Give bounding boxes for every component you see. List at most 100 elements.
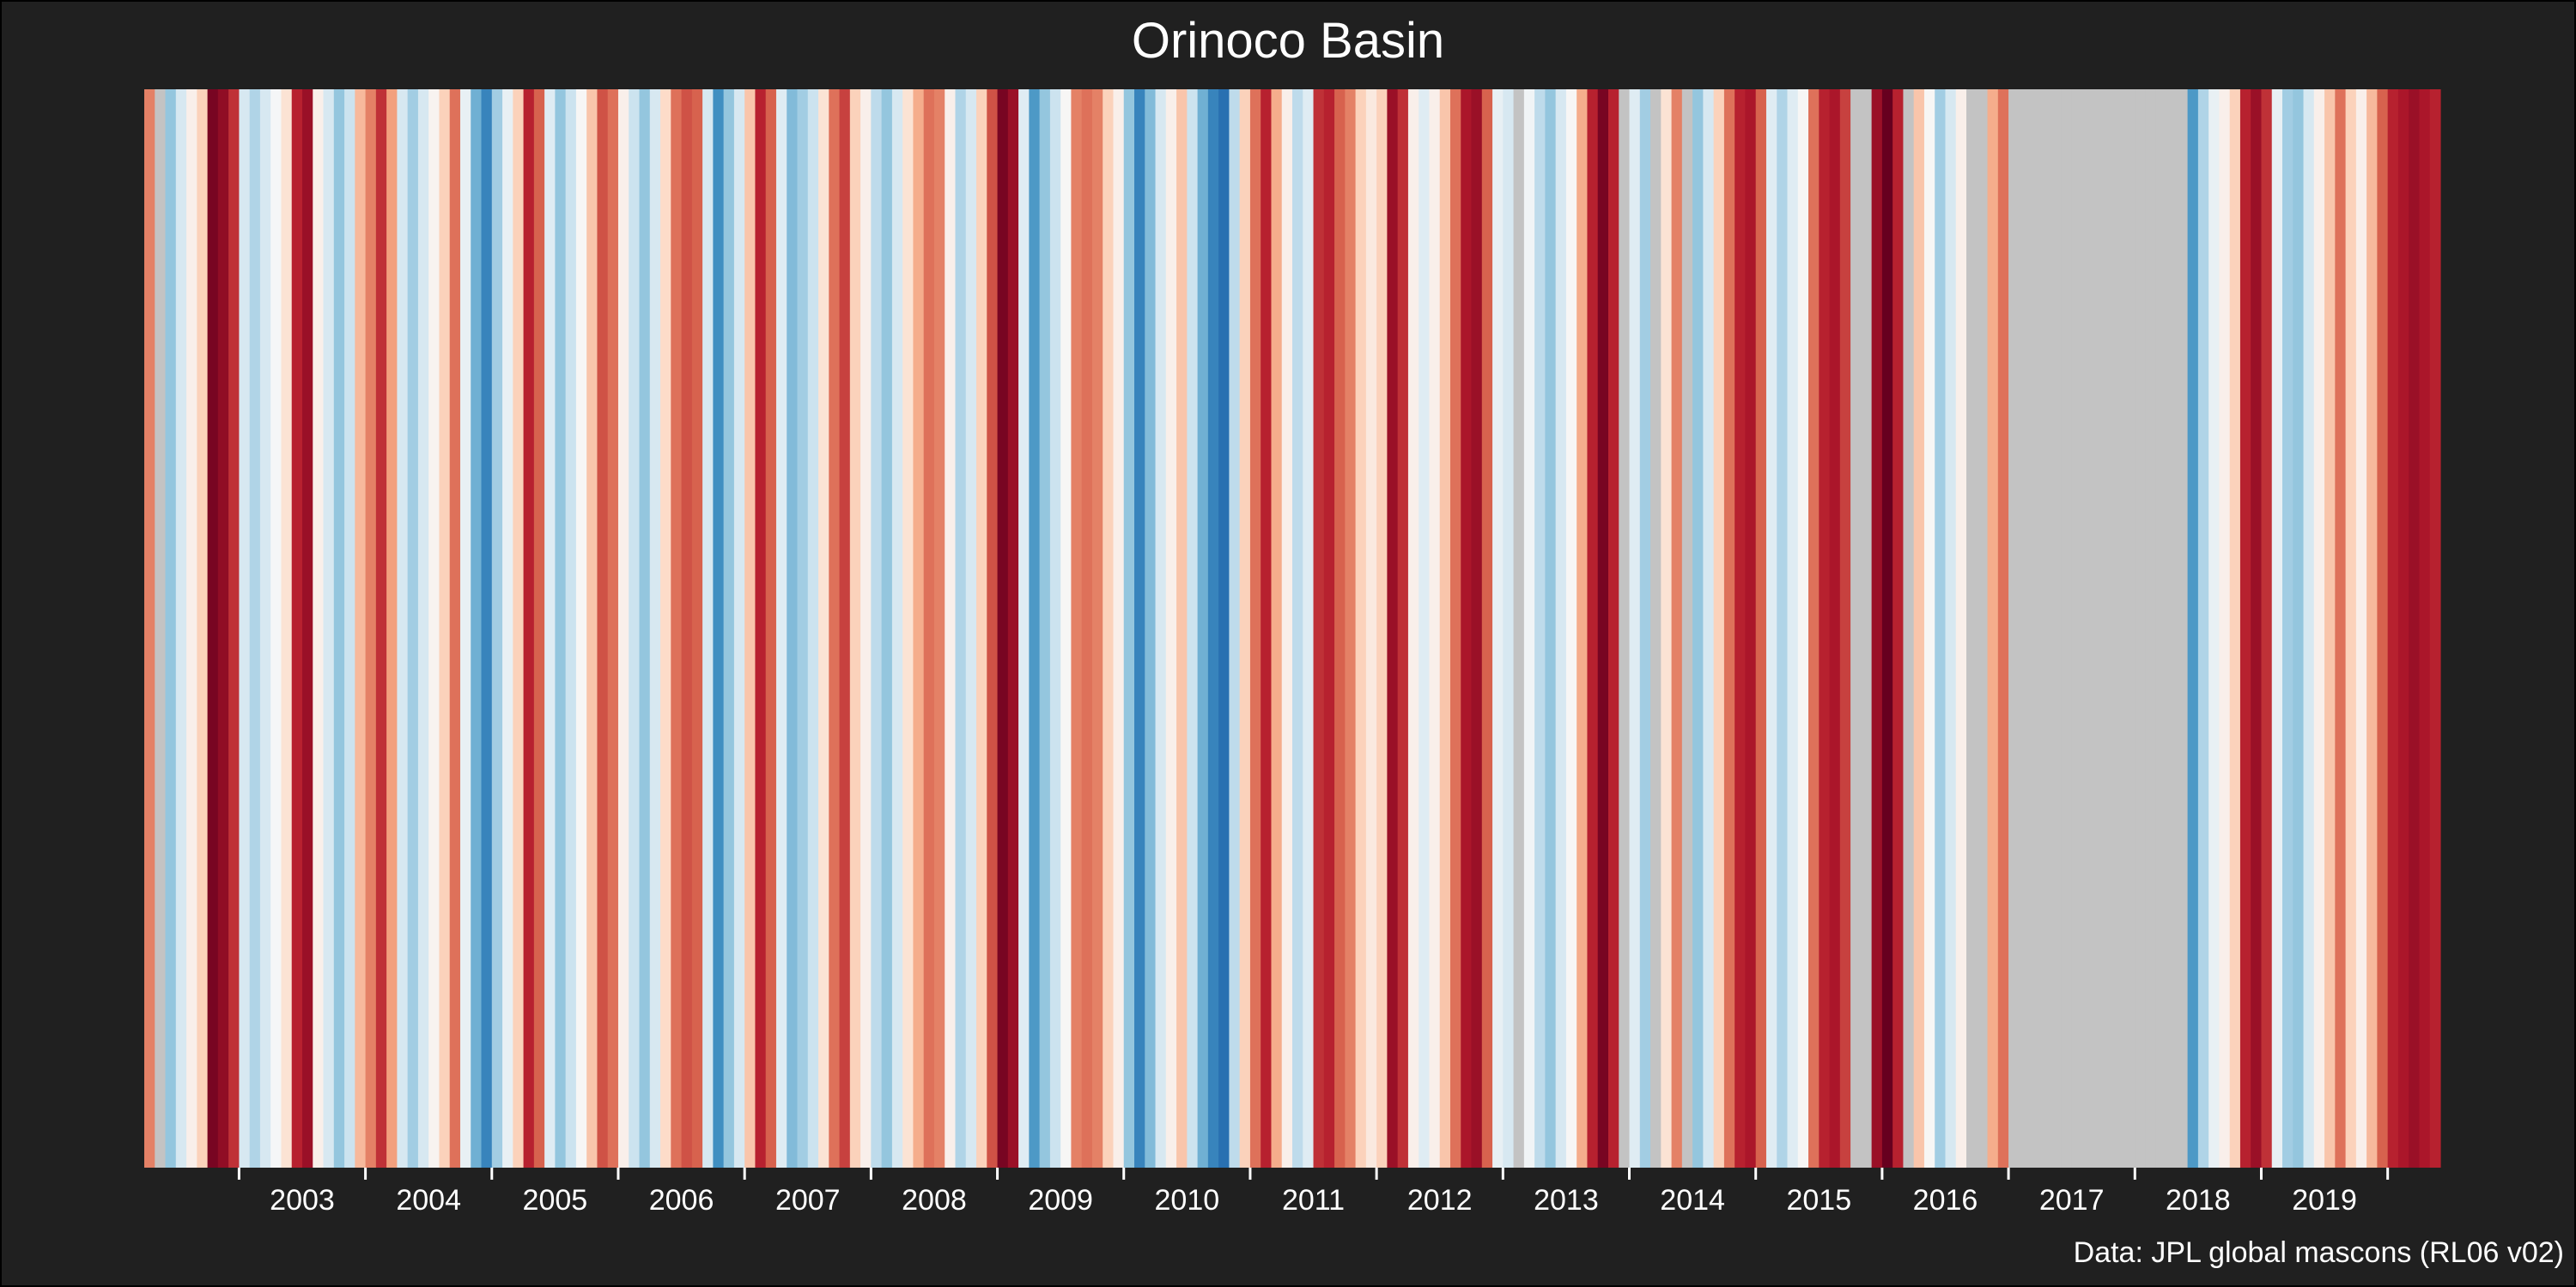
stripe-2018-09 (2219, 89, 2231, 1168)
stripe-2002-05 (155, 89, 167, 1168)
stripe-2003-11 (344, 89, 355, 1168)
stripe-2012-02 (1387, 89, 1399, 1168)
stripe-2018-10 (2229, 89, 2241, 1168)
stripe-2012-05 (1419, 89, 1431, 1168)
stripe-2017-03 (2029, 89, 2041, 1168)
stripe-2009-06 (1049, 89, 1061, 1168)
stripe-2010-06 (1176, 89, 1188, 1168)
stripe-2013-08 (1577, 89, 1589, 1168)
stripe-2011-04 (1281, 89, 1293, 1168)
stripe-2014-09 (1713, 89, 1725, 1168)
stripe-2011-07 (1313, 89, 1325, 1168)
stripe-2013-12 (1619, 89, 1631, 1168)
stripe-2011-09 (1334, 89, 1346, 1168)
stripe-2008-06 (923, 89, 935, 1168)
stripe-2009-10 (1091, 89, 1103, 1168)
stripe-2007-02 (755, 89, 767, 1168)
stripe-2018-02 (2145, 89, 2157, 1168)
x-axis: 2003 2004 2005 2006 2007 2008 2009 2010 2011 2012… (237, 1168, 2390, 1217)
stripe-2012-06 (1429, 89, 1441, 1168)
x-tick-label-2011: 2011 (1282, 1184, 1345, 1217)
stripe-2017-02 (2019, 89, 2031, 1168)
stripe-2004-06 (417, 89, 429, 1168)
stripe-2003-12 (355, 89, 367, 1168)
stripe-2020-04 (2419, 89, 2431, 1168)
stripe-2011-08 (1323, 89, 1335, 1168)
stripe-2014-08 (1703, 89, 1715, 1168)
stripe-2011-03 (1271, 89, 1283, 1168)
stripe-2016-01 (1881, 89, 1893, 1168)
stripe-2012-01 (1376, 89, 1388, 1168)
stripe-2013-03 (1523, 89, 1535, 1168)
stripe-2014-06 (1681, 89, 1693, 1168)
stripe-2019-02 (2271, 89, 2283, 1168)
stripe-2016-03 (1903, 89, 1915, 1168)
stripe-2004-12 (481, 89, 493, 1168)
stripe-2014-12 (1745, 89, 1757, 1168)
stripe-2004-07 (428, 89, 440, 1168)
stripe-2011-11 (1355, 89, 1367, 1168)
stripe-2019-04 (2293, 89, 2305, 1168)
stripe-2003-08 (313, 89, 325, 1168)
stripe-2015-03 (1777, 89, 1789, 1168)
stripe-2002-06 (165, 89, 177, 1168)
stripe-2007-08 (818, 89, 829, 1168)
stripe-2014-05 (1671, 89, 1683, 1168)
stripe-2012-12 (1492, 89, 1504, 1168)
stripe-2005-09 (575, 89, 587, 1168)
stripe-2019-11 (2366, 89, 2379, 1168)
stripe-2018-11 (2239, 89, 2251, 1168)
stripe-2007-07 (807, 89, 819, 1168)
stripe-2008-10 (965, 89, 977, 1168)
x-tick-label-2017: 2017 (2039, 1184, 2105, 1217)
stripe-2004-09 (449, 89, 461, 1168)
stripe-2006-05 (660, 89, 671, 1168)
stripe-2004-03 (386, 89, 398, 1168)
stripe-2018-07 (2197, 89, 2209, 1168)
stripe-2013-04 (1534, 89, 1546, 1168)
stripe-2014-04 (1661, 89, 1673, 1168)
stripe-2005-04 (523, 89, 535, 1168)
stripe-2010-04 (1155, 89, 1167, 1168)
stripe-2013-05 (1545, 89, 1557, 1168)
x-tick-label-2009: 2009 (1028, 1184, 1093, 1217)
stripe-2008-05 (913, 89, 925, 1168)
stripe-2016-07 (1945, 89, 1957, 1168)
stripe-2003-07 (301, 89, 313, 1168)
stripe-2017-06 (2061, 89, 2073, 1168)
stripe-2006-02 (629, 89, 641, 1168)
stripe-2003-10 (333, 89, 345, 1168)
stripe-2018-08 (2208, 89, 2221, 1168)
data-source-note: Data: JPL global mascons (RL06 v02) (2073, 1236, 2564, 1269)
stripe-2005-11 (597, 89, 609, 1168)
stripe-2019-09 (2345, 89, 2357, 1168)
stripe-2008-12 (987, 89, 999, 1168)
x-tick-label-2010: 2010 (1155, 1184, 1220, 1217)
x-tick-label-2004: 2004 (396, 1184, 461, 1217)
stripe-2004-02 (375, 89, 387, 1168)
stripe-2018-04 (2166, 89, 2178, 1168)
stripe-2005-10 (586, 89, 598, 1168)
stripe-2011-05 (1292, 89, 1303, 1168)
stripe-2016-10 (1977, 89, 1989, 1168)
x-tick-label-2008: 2008 (902, 1184, 967, 1217)
stripe-2016-05 (1923, 89, 1935, 1168)
stripe-2016-11 (1987, 89, 1999, 1168)
stripe-2017-11 (2113, 89, 2125, 1168)
stripe-2007-09 (829, 89, 841, 1168)
stripe-2015-01 (1755, 89, 1767, 1168)
stripe-2004-01 (365, 89, 377, 1168)
stripe-2008-02 (881, 89, 893, 1168)
stripe-2006-06 (671, 89, 683, 1168)
stripe-2007-03 (765, 89, 777, 1168)
stripe-2004-11 (471, 89, 483, 1168)
stripe-2008-08 (945, 89, 957, 1168)
stripe-2019-08 (2335, 89, 2347, 1168)
stripe-2015-04 (1787, 89, 1799, 1168)
stripe-2016-02 (1893, 89, 1905, 1168)
stripe-2007-10 (839, 89, 851, 1168)
stripe-2009-02 (1007, 89, 1019, 1168)
stripe-2013-02 (1513, 89, 1525, 1168)
stripe-2010-09 (1207, 89, 1219, 1168)
